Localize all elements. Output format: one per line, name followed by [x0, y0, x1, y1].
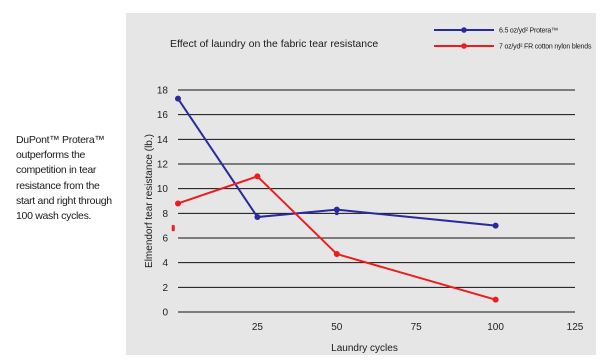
series-2-point-1: [175, 200, 181, 207]
description-text: DuPont™ Protera™ outperforms the competi…: [16, 134, 112, 223]
y-tick-label-8: 8: [162, 209, 168, 220]
series-line-2: [177, 175, 496, 301]
stray-mark-2: [335, 209, 339, 216]
y-axis-label: Elmendorf tear resistance (lb.): [144, 134, 155, 268]
gridlines: [178, 89, 575, 313]
x-axis-ticks: 25 50 75 100 125: [252, 322, 584, 333]
series-1-point-1: [175, 95, 181, 102]
legend-label-1: 6.5 oz/yd² Protera™: [499, 28, 558, 35]
legend-swatch-marker-2: [461, 43, 467, 49]
x-axis-label: Laundry cycles: [331, 343, 398, 354]
legend-swatch-marker-1: [461, 27, 467, 33]
x-tick-label-100: 100: [487, 322, 504, 333]
x-tick-label-50: 50: [331, 322, 343, 333]
y-tick-label-14: 14: [157, 135, 169, 146]
y-tick-label-6: 6: [162, 234, 168, 245]
series-2-point-4: [492, 296, 499, 303]
x-tick-label-125: 125: [567, 322, 584, 333]
y-tick-label-18: 18: [157, 86, 169, 97]
y-tick-label-4: 4: [162, 258, 168, 269]
legend-label-2: 7 oz/yd² FR cotton nylon blends: [499, 44, 592, 51]
x-tick-label-25: 25: [252, 322, 264, 333]
y-tick-label-12: 12: [157, 160, 169, 171]
y-tick-label-16: 16: [157, 110, 169, 121]
series-group: [171, 95, 499, 303]
line-chart: Effect of laundry on the fabric tear res…: [144, 27, 592, 354]
y-tick-label-0: 0: [162, 308, 168, 319]
y-axis-ticks: 0 2 4 6 8 10 12 14 16 18: [157, 86, 169, 319]
chart-panel: Effect of laundry on the fabric tear res…: [126, 13, 596, 355]
series-2-point-2: [254, 173, 261, 180]
chart-title: Effect of laundry on the fabric tear res…: [170, 38, 378, 50]
x-tick-label-75: 75: [411, 322, 423, 333]
legend: 6.5 oz/yd² Protera™ 7 oz/yd² FR cotton ny…: [434, 27, 592, 51]
stray-mark-1: [171, 225, 175, 232]
y-tick-label-10: 10: [157, 184, 169, 195]
series-1-point-4: [492, 222, 499, 229]
y-tick-label-2: 2: [162, 283, 168, 294]
series-2-point-3: [333, 251, 340, 258]
series-line-1: [177, 98, 496, 227]
series-1-point-2: [254, 214, 261, 221]
